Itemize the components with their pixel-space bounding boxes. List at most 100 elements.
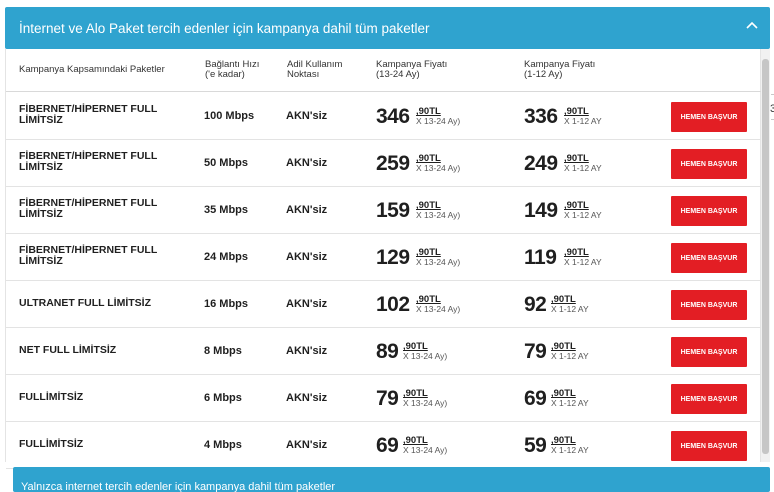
apply-button[interactable]: HEMEN BAŞVUR [671, 243, 747, 273]
price-term: X 1-12 AY [564, 116, 602, 126]
accordion-title-next: Yalnızca internet tercih edenler için ka… [21, 481, 336, 492]
price-main: 336 [524, 105, 558, 128]
price-term: X 1-12 AY [551, 304, 589, 314]
price-main: 69 [524, 387, 547, 410]
edge-divider [771, 119, 774, 120]
price-term: X 13-24 Ay) [416, 304, 461, 314]
table-row: FİBERNET/HİPERNET FULL LİMİTSİZ 50 Mbps AKN… [6, 140, 762, 187]
accordion-header-next[interactable]: Yalnızca internet tercih edenler için ka… [13, 467, 770, 492]
price-decimal: ,90TL [416, 106, 441, 117]
table-row: FİBERNET/HİPERNET FULL LİMİTSİZ 100 Mbps AK… [6, 93, 762, 140]
price-main: 102 [376, 293, 410, 316]
speed-cell: 8 Mbps [204, 345, 242, 357]
price-decimal: ,90TL [403, 341, 428, 352]
apply-button[interactable]: HEMEN BAŞVUR [671, 290, 747, 320]
price-decimal: ,90TL [564, 200, 589, 211]
price-term: X 1-12 AY [551, 351, 589, 361]
akn-cell: AKN'siz [286, 345, 328, 357]
price-decimal: ,90TL [564, 247, 589, 258]
scrollbar-thumb[interactable] [762, 59, 769, 454]
package-name: ULTRANET FULL LİMİTSİZ [19, 297, 152, 309]
price-main: 249 [524, 152, 558, 175]
chevron-up-icon[interactable] [744, 19, 760, 31]
speed-cell: 50 Mbps [204, 157, 249, 169]
price-decimal: ,90TL [403, 388, 428, 399]
table-row: FULLİMİTSİZ 4 Mbps AKN'siz 69,90TL X 13-24 A… [6, 422, 762, 469]
price-term: X 13-24 Ay) [416, 163, 461, 173]
price-main: 79 [524, 340, 547, 363]
speed-cell: 6 Mbps [204, 392, 242, 404]
accordion-title: İnternet ve Alo Paket tercih edenler içi… [19, 20, 430, 36]
price-term: X 13-24 Ay) [416, 210, 461, 220]
price-main: 89 [376, 340, 399, 363]
accordion-header[interactable]: İnternet ve Alo Paket tercih edenler içi… [5, 7, 770, 49]
package-name: FİBERNET/HİPERNET FULL LİMİTSİZ [19, 103, 158, 126]
price-term: X 1-12 AY [551, 445, 589, 455]
price-main: 59 [524, 434, 547, 457]
price-decimal: ,90TL [416, 200, 441, 211]
price-decimal: ,90TL [416, 247, 441, 258]
price-term: X 1-12 AY [564, 257, 602, 267]
apply-button[interactable]: HEMEN BAŞVUR [671, 149, 747, 179]
speed-cell: 100 Mbps [204, 110, 255, 122]
header-price-1-12: Kampanya Fiyatı (1-12 Ay) [524, 59, 596, 80]
package-name: FULLİMİTSİZ [19, 391, 84, 403]
akn-cell: AKN'siz [286, 157, 328, 169]
price-term: X 1-12 AY [564, 163, 602, 173]
price-main: 259 [376, 152, 410, 175]
price-main: 129 [376, 246, 410, 269]
akn-cell: AKN'siz [286, 392, 328, 404]
price-decimal: ,90TL [416, 294, 441, 305]
package-name: FİBERNET/HİPERNET FULL LİMİTSİZ [19, 244, 158, 267]
apply-button[interactable]: HEMEN BAŞVUR [671, 337, 747, 367]
price-term: X 13-24 Ay) [403, 445, 448, 455]
price-term: X 1-12 AY [551, 398, 589, 408]
price-decimal: ,90TL [551, 341, 576, 352]
table-row: FİBERNET/HİPERNET FULL LİMİTSİZ 35 Mbps AKN… [6, 187, 762, 234]
table-row: FİBERNET/HİPERNET FULL LİMİTSİZ 24 Mbps AKN… [6, 234, 762, 281]
price-main: 149 [524, 199, 558, 222]
edge-text: 3 [770, 103, 774, 115]
akn-cell: AKN'siz [286, 251, 328, 263]
price-term: X 13-24 Ay) [416, 257, 461, 267]
price-main: 346 [376, 105, 410, 128]
apply-button[interactable]: HEMEN BAŞVUR [671, 431, 747, 461]
akn-cell: AKN'siz [286, 439, 328, 451]
header-package: Kampanya Kapsamındaki Paketler [19, 64, 165, 75]
table-row: NET FULL LİMİTSİZ 8 Mbps AKN'siz 89,90TL X 1… [6, 328, 762, 375]
akn-cell: AKN'siz [286, 204, 328, 216]
price-decimal: ,90TL [551, 435, 576, 446]
package-name: FİBERNET/HİPERNET FULL LİMİTSİZ [19, 197, 158, 220]
price-decimal: ,90TL [403, 435, 428, 446]
apply-button[interactable]: HEMEN BAŞVUR [671, 384, 747, 414]
package-name: FİBERNET/HİPERNET FULL LİMİTSİZ [19, 150, 158, 173]
edge-divider [771, 94, 774, 95]
price-decimal: ,90TL [551, 388, 576, 399]
price-term: X 13-24 Ay) [416, 116, 461, 126]
apply-button[interactable]: HEMEN BAŞVUR [671, 102, 747, 132]
akn-cell: AKN'siz [286, 110, 328, 122]
price-main: 79 [376, 387, 399, 410]
scrollbar[interactable] [761, 49, 770, 462]
price-main: 92 [524, 293, 547, 316]
speed-cell: 4 Mbps [204, 439, 242, 451]
header-speed: Bağlantı Hızı ('e kadar) [205, 59, 260, 80]
package-name: NET FULL LİMİTSİZ [19, 344, 117, 356]
packages-table: Kampanya Kapsamındaki Paketler Bağlantı … [5, 49, 762, 469]
price-decimal: ,90TL [564, 153, 589, 164]
speed-cell: 16 Mbps [204, 298, 249, 310]
price-term: X 13-24 Ay) [403, 398, 448, 408]
apply-button[interactable]: HEMEN BAŞVUR [671, 196, 747, 226]
price-decimal: ,90TL [416, 153, 441, 164]
header-price-13-24: Kampanya Fiyatı (13-24 Ay) [376, 59, 448, 80]
price-term: X 1-12 AY [564, 210, 602, 220]
price-main: 69 [376, 434, 399, 457]
speed-cell: 35 Mbps [204, 204, 249, 216]
speed-cell: 24 Mbps [204, 251, 249, 263]
table-row: ULTRANET FULL LİMİTSİZ 16 Mbps AKN'siz 102,… [6, 281, 762, 328]
table-header: Kampanya Kapsamındaki Paketler Bağlantı … [6, 49, 762, 92]
table-row: FULLİMİTSİZ 6 Mbps AKN'siz 79,90TL X 13-24 A… [6, 375, 762, 422]
price-main: 159 [376, 199, 410, 222]
package-name: FULLİMİTSİZ [19, 438, 84, 450]
price-decimal: ,90TL [564, 106, 589, 117]
